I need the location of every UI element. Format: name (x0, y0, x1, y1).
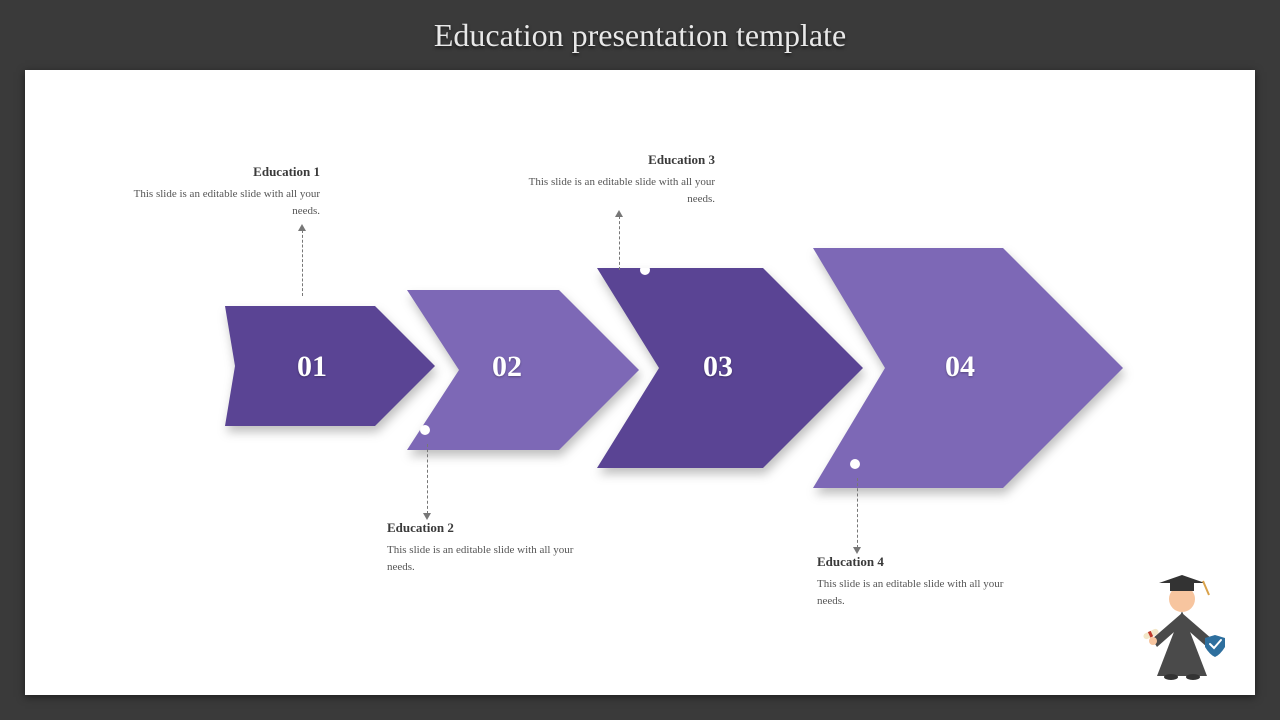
step-number-04: 04 (945, 350, 975, 384)
callout-heading: Education 3 (515, 152, 715, 168)
callout-02: Education 2 This slide is an editable sli… (387, 520, 587, 575)
connector-04 (857, 478, 858, 548)
connector-arrowhead-01 (298, 224, 306, 231)
callout-heading: Education 2 (387, 520, 587, 536)
page-title: Education presentation template (434, 17, 846, 54)
process-diagram: 01 Education 1 This slide is an editable s… (25, 70, 1255, 695)
callout-01: Education 1 This slide is an editable sli… (120, 164, 320, 219)
callout-body: This slide is an editable slide with all… (817, 576, 1017, 609)
callout-body: This slide is an editable slide with all… (387, 542, 587, 575)
callout-heading: Education 1 (120, 164, 320, 180)
graduate-icon (1137, 561, 1227, 681)
step-number-02: 02 (492, 350, 522, 384)
connector-02 (427, 444, 428, 514)
step-chevron-01 (225, 306, 435, 431)
callout-heading: Education 4 (817, 554, 1017, 570)
connector-03 (619, 216, 620, 270)
step-number-01: 01 (297, 350, 327, 384)
slide-canvas: 01 Education 1 This slide is an editable s… (25, 70, 1255, 695)
title-bar: Education presentation template (0, 0, 1280, 70)
connector-arrowhead-03 (615, 210, 623, 217)
connector-arrowhead-04 (853, 547, 861, 554)
step-number-03: 03 (703, 350, 733, 384)
callout-body: This slide is an editable slide with all… (515, 174, 715, 207)
connector-arrowhead-02 (423, 513, 431, 520)
callout-03: Education 3 This slide is an editable sli… (515, 152, 715, 207)
connector-01 (302, 230, 303, 296)
callout-body: This slide is an editable slide with all… (120, 186, 320, 219)
callout-04: Education 4 This slide is an editable sli… (817, 554, 1017, 609)
